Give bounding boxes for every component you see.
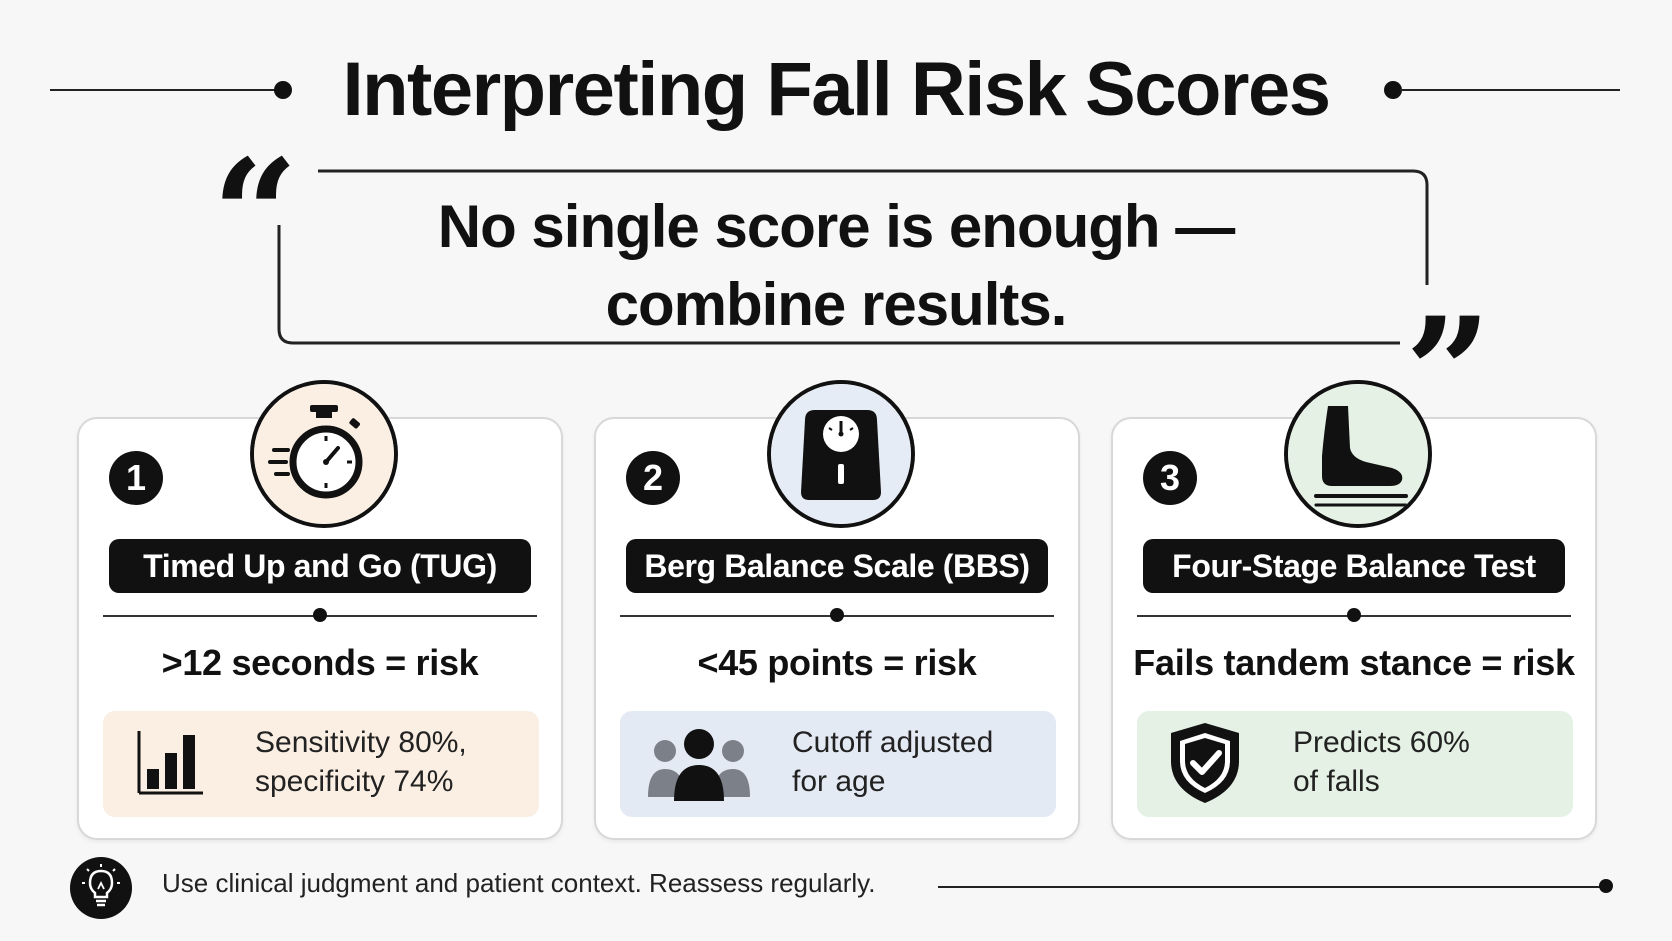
open-quote-icon: “	[212, 127, 299, 303]
bar-chart-icon	[137, 731, 203, 795]
lightbulb-icon	[70, 857, 132, 919]
title-dot-left	[274, 81, 292, 99]
divider-dot	[830, 608, 844, 622]
stat-panel: Cutoff adjusted for age	[620, 711, 1056, 817]
stopwatch-icon	[250, 380, 398, 528]
card-tug: 1 Timed Up and Go (TUG) >12 seconds = ri…	[77, 380, 563, 840]
risk-rule: Fails tandem stance = risk	[1133, 642, 1575, 683]
shield-check-icon	[1171, 723, 1239, 803]
footer-dot	[1599, 879, 1613, 893]
footer-line	[938, 886, 1604, 888]
stat-panel: Sensitivity 80%, specificity 74%	[103, 711, 539, 817]
divider-dot	[313, 608, 327, 622]
card-number: 3	[1143, 451, 1197, 505]
test-name: Timed Up and Go (TUG)	[109, 539, 531, 593]
title-dot-right	[1384, 81, 1402, 99]
card-number: 1	[109, 451, 163, 505]
stat-line-1: Sensitivity 80%,	[255, 726, 467, 759]
divider-dot	[1347, 608, 1361, 622]
test-name: Four-Stage Balance Test	[1143, 539, 1565, 593]
stat-line-1: Cutoff adjusted	[792, 726, 994, 759]
quote-text: No single score is enough — combine resu…	[360, 188, 1312, 344]
card-four-stage: 3 Four-Stage Balance Test Fails tandem s…	[1111, 380, 1597, 840]
quote-line-2: combine results.	[605, 271, 1068, 338]
page-title: Interpreting Fall Risk Scores	[342, 47, 1331, 132]
quote-frame	[277, 169, 1429, 345]
stat-line-2: specificity 74%	[255, 765, 454, 798]
stat-line-1: Predicts 60%	[1293, 726, 1470, 759]
icon-bg	[1288, 384, 1428, 524]
footer-text: Use clinical judgment and patient contex…	[162, 868, 876, 898]
risk-rule: <45 points = risk	[697, 642, 977, 683]
stat-line-2: for age	[792, 765, 886, 798]
title-line-left	[50, 89, 282, 91]
people-icon	[648, 729, 750, 801]
card-bbs: 2 Berg Balance Scale (BBS) <45 points = …	[594, 380, 1080, 840]
title-line-right	[1400, 89, 1620, 91]
scale-icon	[767, 380, 915, 528]
card-number: 2	[626, 451, 680, 505]
foot-icon	[1284, 380, 1432, 528]
quote-line-1: No single score is enough —	[437, 193, 1235, 260]
stat-line-2: of falls	[1293, 765, 1380, 798]
stat-panel: Predicts 60% of falls	[1137, 711, 1573, 817]
risk-rule: >12 seconds = risk	[161, 642, 479, 683]
test-name: Berg Balance Scale (BBS)	[626, 539, 1048, 593]
